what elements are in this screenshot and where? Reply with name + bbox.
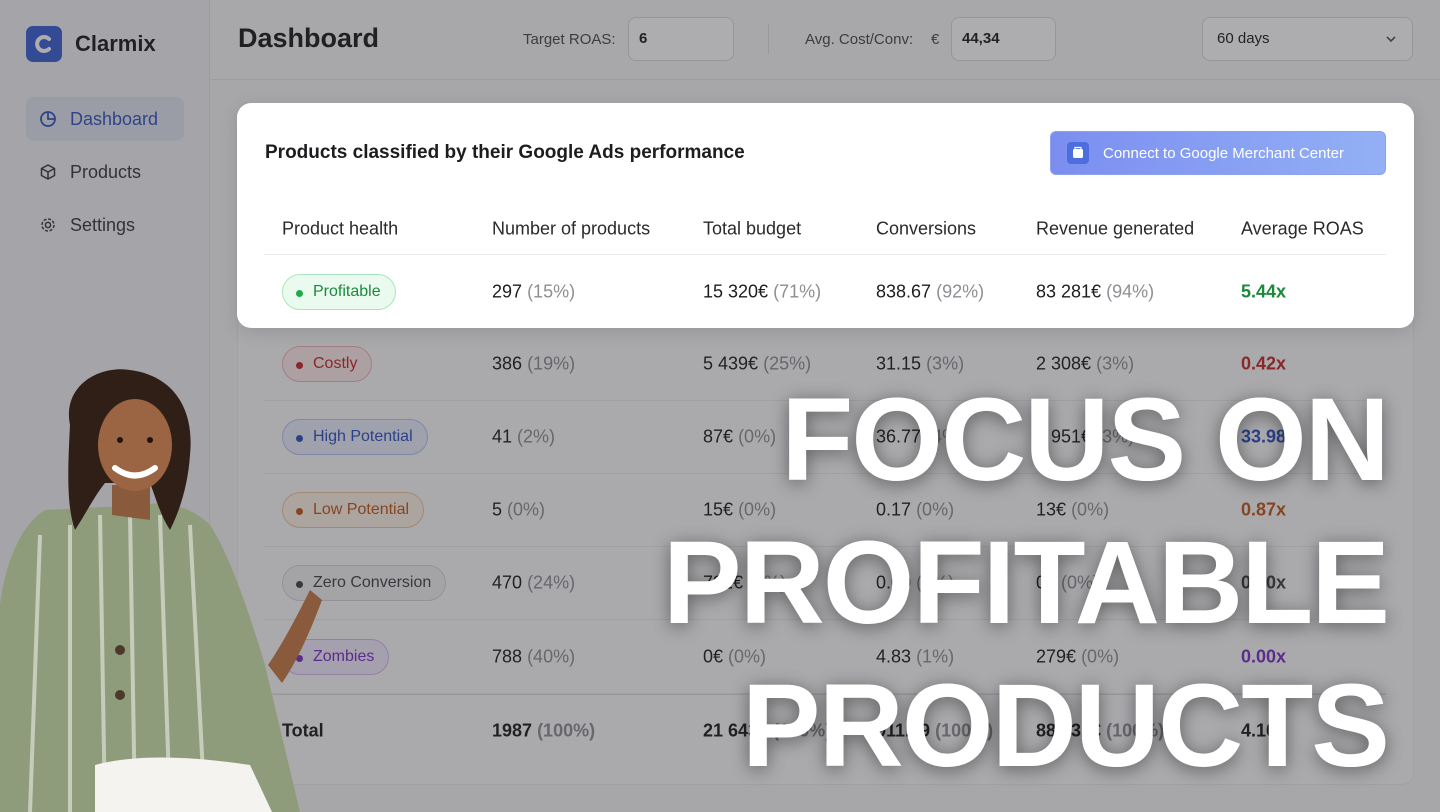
table-row-low-potential[interactable]: Low Potential 5 (0%) 15€ (0%) 0.17 (0%) 13€ …	[264, 474, 1386, 547]
roas-cell: 33.98x	[1241, 426, 1297, 447]
status-badge-label: Zombies	[313, 648, 375, 665]
table-row-profitable[interactable]: Profitable 297 (15%) 15 320€ (71%) 838.6…	[264, 255, 1386, 328]
logo[interactable]: Clarmix	[26, 26, 156, 62]
status-badge: High Potential	[282, 419, 428, 455]
sidebar-item-label: Products	[70, 161, 142, 182]
status-dot-icon	[296, 655, 303, 662]
page-title: Dashboard	[238, 23, 380, 53]
revenue-cell: 88 832€ (100%)	[1036, 720, 1165, 741]
budget-cell: 21 643€ (100%)	[703, 720, 832, 741]
budget-cell: 0€ (0%)	[703, 646, 767, 667]
pie-chart-icon	[38, 109, 58, 129]
conversions-cell: 31.15 (3%)	[876, 353, 965, 374]
roas-cell: 0.42x	[1241, 353, 1287, 374]
status-badge-label: Low Potential	[313, 501, 410, 518]
budget-cell: 15€ (0%)	[703, 499, 777, 520]
status-badge: Low Potential	[282, 492, 425, 528]
roas-cell: 5.44x	[1241, 281, 1287, 301]
count-cell: 470 (24%)	[492, 572, 576, 593]
sidebar-item-settings[interactable]: Settings	[26, 203, 184, 247]
status-dot-icon	[296, 581, 303, 588]
top-bar: Dashboard Target ROAS: 6 Avg. Cost/Conv:…	[211, 0, 1440, 80]
target-roas-input[interactable]: 6	[628, 17, 734, 61]
roas-cell: 4.10x	[1241, 720, 1287, 741]
conversions-cell: 0.00 (0%)	[876, 572, 955, 593]
table-row-zero-conversion[interactable]: Zero Conversion 470 (24%) 782€ (4%) 0.00 (0…	[264, 547, 1386, 620]
count-cell: 386 (19%)	[492, 353, 576, 374]
target-roas-label: Target ROAS:	[523, 31, 616, 48]
sidebar-item-label: Settings	[70, 214, 136, 235]
sidebar-item-dashboard[interactable]: Dashboard	[26, 97, 184, 141]
status-badge-label: Zero Conversion	[313, 574, 432, 591]
count-cell: 297 (15%)	[492, 281, 576, 301]
status-badge-label: Costly	[313, 355, 358, 372]
conversions-cell: 0.17 (0%)	[876, 499, 955, 520]
conversions-cell: 911.59 (100%)	[876, 720, 994, 741]
total-label: Total	[282, 720, 324, 741]
table-header: Product health Number of products Total …	[264, 203, 1386, 255]
card-title: Products classified by their Google Ads …	[265, 142, 745, 163]
conversions-cell: 4.83 (1%)	[876, 646, 955, 667]
avg-cost-label: Avg. Cost/Conv:	[805, 31, 914, 48]
conversions-cell: 838.67 (92%)	[876, 281, 985, 301]
count-cell: 41 (2%)	[492, 426, 556, 447]
budget-cell: 87€ (0%)	[703, 426, 777, 447]
currency-symbol: €	[931, 31, 940, 48]
count-cell: 1987 (100%)	[492, 720, 596, 741]
status-badge: Profitable	[282, 273, 396, 310]
status-badge-label: Profitable	[313, 282, 381, 300]
status-badge: Costly	[282, 346, 373, 382]
count-cell: 5 (0%)	[492, 499, 546, 520]
count-cell: 788 (40%)	[492, 646, 576, 667]
table-row-costly[interactable]: Costly 386 (19%) 5 439€ (25%) 31.15 (3%) 2 3…	[264, 328, 1386, 401]
column-header[interactable]: Total budget	[703, 218, 802, 238]
roas-cell: 0.00x	[1241, 646, 1287, 667]
column-header[interactable]: Conversions	[876, 218, 977, 238]
conversions-cell: 36.77 (4%)	[876, 426, 965, 447]
status-dot-icon	[296, 362, 303, 369]
budget-cell: 5 439€ (25%)	[703, 353, 812, 374]
column-header[interactable]: Revenue generated	[1036, 218, 1195, 238]
revenue-cell: 13€ (0%)	[1036, 499, 1110, 520]
products-card: Products classified by their Google Ads …	[237, 103, 1414, 328]
box-icon	[38, 162, 58, 182]
budget-cell: 782€ (4%)	[703, 572, 787, 593]
revenue-cell: 2 308€ (3%)	[1036, 353, 1135, 374]
status-dot-icon	[296, 289, 303, 297]
overlay-headline-line-2: PROFITABLE	[662, 517, 1390, 649]
merchant-center-icon	[1067, 142, 1089, 164]
clarmix-logo-icon	[26, 26, 62, 62]
budget-cell: 15 320€ (71%)	[703, 281, 822, 301]
overlay-headline-line-3: PRODUCTS	[741, 660, 1390, 792]
connect-merchant-center-button[interactable]: Connect to Google Merchant Center	[1050, 131, 1386, 175]
sidebar-nav: Dashboard Products Settings	[26, 97, 184, 256]
table-row-zombies[interactable]: Zombies 788 (40%) 0€ (0%) 4.83 (1%) 279€ (0%…	[264, 621, 1386, 694]
person-photo	[0, 369, 322, 812]
connect-button-label: Connect to Google Merchant Center	[1103, 144, 1344, 162]
column-header[interactable]: Average ROAS	[1241, 218, 1364, 238]
roas-cell: 0.87x	[1241, 499, 1287, 520]
chevron-down-icon	[1384, 32, 1398, 50]
status-dot-icon	[296, 508, 303, 515]
revenue-cell: 279€ (0%)	[1036, 646, 1120, 667]
table-row-total: Total 1987 (100%) 21 643€ (100%) 911.59 (10…	[264, 694, 1386, 767]
table-row-high-potential[interactable]: High Potential 41 (2%) 87€ (0%) 36.77 (4%) 2…	[264, 401, 1386, 474]
app-name: Clarmix	[75, 31, 156, 56]
sidebar-item-label: Dashboard	[70, 108, 159, 129]
column-header[interactable]: Product health	[282, 218, 399, 238]
period-select[interactable]: 60 days	[1202, 17, 1413, 61]
roas-cell: 0.00x	[1241, 572, 1287, 593]
sidebar-item-products[interactable]: Products	[26, 150, 184, 194]
revenue-cell: 2 951€ (3%)	[1036, 426, 1135, 447]
status-badge-label: High Potential	[313, 428, 413, 445]
gear-icon	[38, 215, 58, 235]
divider	[768, 24, 769, 54]
status-dot-icon	[296, 435, 303, 442]
revenue-cell: 83 281€ (94%)	[1036, 281, 1155, 301]
revenue-cell: 0€ (0%)	[1036, 572, 1100, 593]
avg-cost-input[interactable]: 44,34	[951, 17, 1056, 61]
column-header[interactable]: Number of products	[492, 218, 651, 238]
overlay-headline-line-1: FOCUS ON	[781, 374, 1390, 506]
period-select-value: 60 days	[1217, 30, 1270, 47]
